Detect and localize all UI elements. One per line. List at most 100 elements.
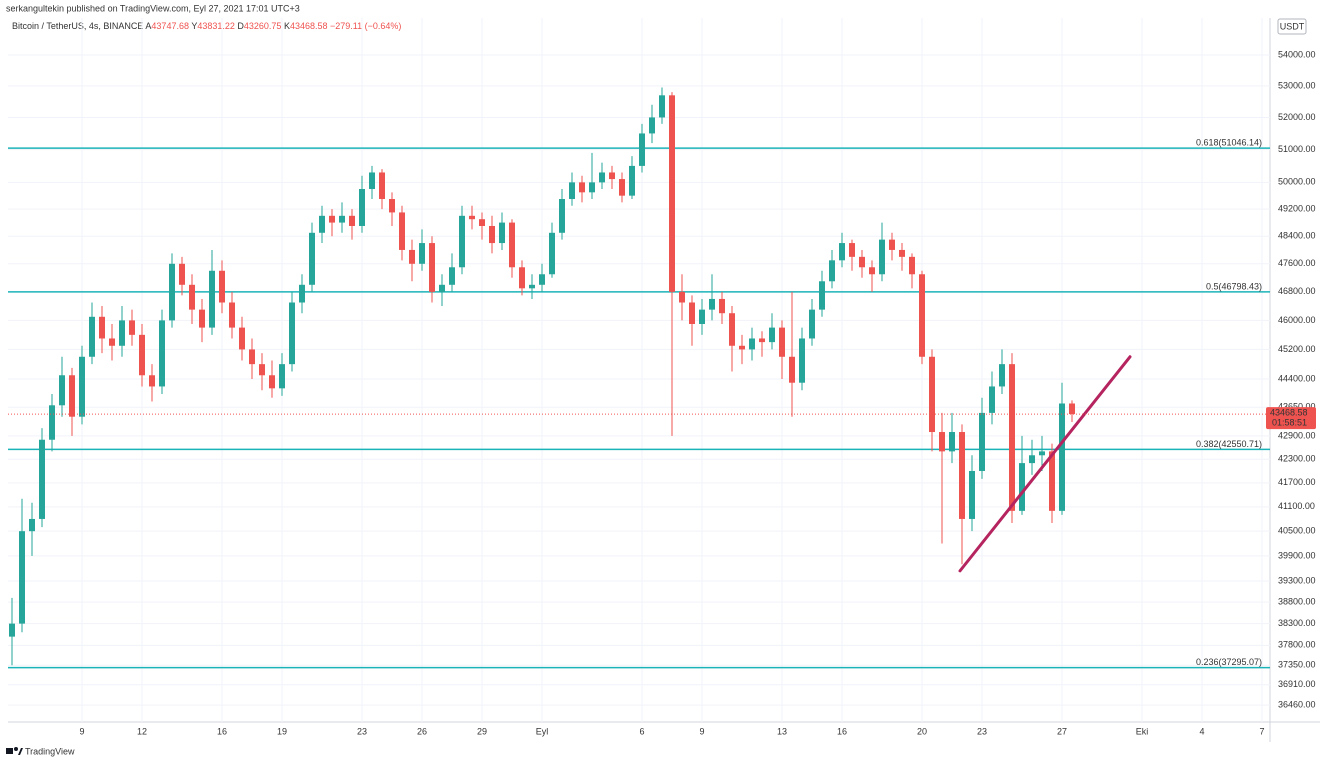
candle-body xyxy=(639,133,645,166)
countdown: 01:58:51 xyxy=(1272,417,1307,427)
currency-box[interactable] xyxy=(1277,18,1307,35)
candle-body xyxy=(599,172,605,183)
candle-body xyxy=(789,356,795,383)
y-tick-label: 37800.00 xyxy=(1278,640,1316,650)
candle-body xyxy=(659,95,665,118)
candle-body xyxy=(869,267,875,275)
candle-body xyxy=(419,243,425,264)
y-tick-label: 46000.00 xyxy=(1278,315,1316,325)
change: −279.11 (−0.64%) xyxy=(330,21,401,31)
fib-label: 0.5(46798.43) xyxy=(1206,281,1262,291)
candle-body xyxy=(99,316,105,339)
candle-body xyxy=(859,256,865,268)
candle-body xyxy=(1009,364,1015,511)
candle-body xyxy=(269,375,275,389)
candle-body xyxy=(999,364,1005,387)
fib-label: 0.618(51046.14) xyxy=(1196,137,1262,147)
candle-body xyxy=(309,232,315,285)
candle-body xyxy=(359,189,365,226)
candle-body xyxy=(179,263,185,285)
x-tick-label: 27 xyxy=(1057,726,1067,736)
y-tick-label: 50000.00 xyxy=(1278,177,1316,187)
y-tick-label: 41100.00 xyxy=(1278,501,1315,511)
candle-body xyxy=(589,182,595,193)
candle-body xyxy=(139,334,145,376)
candle-body xyxy=(1049,451,1055,511)
candle-body xyxy=(299,284,305,303)
candle-body xyxy=(339,215,345,223)
candle-body xyxy=(409,249,415,264)
candle-body xyxy=(209,270,215,328)
candle-body xyxy=(929,356,935,433)
candle-body xyxy=(969,470,975,519)
ohlc-label: Y xyxy=(191,21,197,31)
candle-body xyxy=(499,222,505,244)
last-price-box xyxy=(1266,407,1316,430)
candle-body xyxy=(9,623,15,637)
candle-body xyxy=(529,284,535,289)
candle-body xyxy=(189,284,195,310)
candle-body xyxy=(239,327,245,350)
last-price: 43468.58 xyxy=(1270,407,1308,417)
x-tick-label: 29 xyxy=(477,726,487,736)
y-tick-label: 37350.00 xyxy=(1278,660,1316,670)
candle-body xyxy=(849,243,855,257)
candle-body xyxy=(439,284,445,292)
candle-body xyxy=(959,432,965,519)
candle-body xyxy=(829,260,835,282)
candle-body xyxy=(739,345,745,350)
y-tick-label: 52000.00 xyxy=(1278,112,1316,122)
candle-body xyxy=(839,243,845,261)
y-tick-label: 38800.00 xyxy=(1278,597,1316,607)
x-tick-label: 16 xyxy=(837,726,847,736)
x-tick-label: 9 xyxy=(699,726,704,736)
candle-body xyxy=(429,243,435,292)
candle-body xyxy=(379,172,385,200)
x-tick-label: 13 xyxy=(777,726,787,736)
x-tick-label: 19 xyxy=(277,726,287,736)
x-tick-label: 26 xyxy=(417,726,427,736)
candle-body xyxy=(349,215,355,226)
candle-body xyxy=(819,281,825,310)
candle-body xyxy=(329,215,335,223)
candle-body xyxy=(769,327,775,343)
candle-body xyxy=(909,256,915,275)
candle-body xyxy=(49,405,55,440)
candle-body xyxy=(399,212,405,250)
x-tick-label: 4 xyxy=(1199,726,1204,736)
candle-body xyxy=(289,302,295,365)
y-tick-label: 39300.00 xyxy=(1278,575,1316,585)
candle-body xyxy=(79,356,85,417)
candle-body xyxy=(649,117,655,134)
y-tick-label: 44400.00 xyxy=(1278,373,1316,383)
candle-body xyxy=(159,320,165,387)
candle-body xyxy=(629,165,635,196)
candle-body xyxy=(29,518,35,532)
candle-body xyxy=(369,172,375,190)
fib-label: 0.236(37295.07) xyxy=(1196,657,1262,667)
brand: TradingView xyxy=(25,746,75,756)
y-tick-label: 38300.00 xyxy=(1278,618,1316,628)
ohlc-value: 43831.22 xyxy=(197,21,235,31)
candle-body xyxy=(459,215,465,268)
candle-body xyxy=(679,291,685,303)
x-tick-label: 6 xyxy=(639,726,644,736)
candle-body xyxy=(609,172,615,180)
candle-body xyxy=(729,313,735,346)
candle-body xyxy=(699,309,705,324)
candle-body xyxy=(109,338,115,346)
candle-body xyxy=(979,412,985,471)
y-tick-label: 51000.00 xyxy=(1278,144,1316,154)
x-tick-label: 7 xyxy=(1259,726,1264,736)
x-tick-label: 12 xyxy=(137,726,147,736)
candle-body xyxy=(59,375,65,406)
candle-body xyxy=(579,182,585,193)
candle-body xyxy=(149,375,155,387)
candle-body xyxy=(709,298,715,310)
candle-body xyxy=(129,320,135,335)
y-tick-label: 53000.00 xyxy=(1278,80,1316,90)
symbol-line: Bitcoin / TetherUS, 4s, BINANCE A43747.6… xyxy=(12,21,401,31)
candle-body xyxy=(259,364,265,376)
candle-body xyxy=(249,349,255,365)
